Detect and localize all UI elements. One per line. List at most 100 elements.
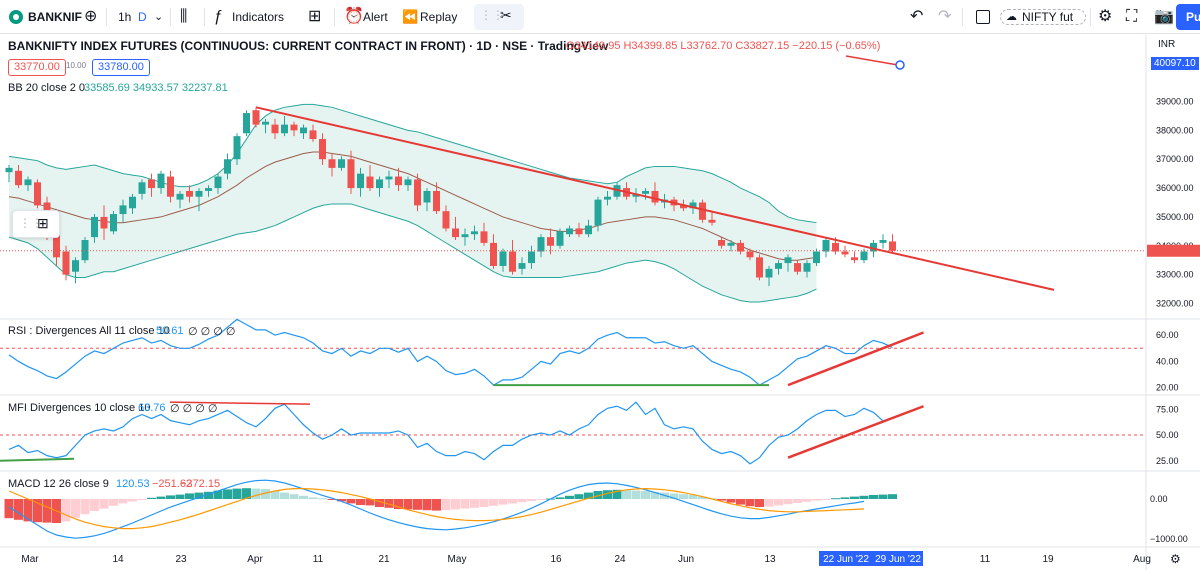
candle-body [680,205,687,209]
compare-add-icon[interactable]: ⊕ [84,8,98,25]
macd-histogram-bar [23,499,33,522]
chart-area[interactable]: 39000.00 38000.00 37000.00 36000.00 35000.00… [0,35,1200,570]
time-tick-label: 16 [550,554,562,565]
fullscreen-icon[interactable]: ⛶ [1126,8,1138,25]
candle-body [328,159,336,168]
mfi-tick-label: 50.00 [1156,430,1179,440]
interval-dropdown-icon[interactable]: ⌄ [154,11,164,23]
add-object-icon[interactable]: ⊞ [37,215,49,231]
settings-gear-icon[interactable]: ⚙ [1098,8,1113,25]
chart-canvas[interactable]: 39000.00 38000.00 37000.00 36000.00 35000.00… [0,35,1200,570]
floating-toolbar-handle[interactable]: ⋮⋮ ✂ [474,4,524,30]
drag-handle-icon[interactable]: ⋮⋮ [19,216,43,230]
candle-body [870,242,877,252]
symbol-logo-icon [9,10,23,24]
sell-price-button[interactable]: 33770.00 [8,59,66,76]
mfi-legend[interactable]: MFI Divergences 10 close 10 [8,402,151,414]
macd-histogram-bar [109,499,118,506]
candle-body [271,124,279,134]
spread-value: 10.00 [66,61,87,70]
macd-histogram-bar [850,496,859,499]
replay-button[interactable]: Replay [420,10,458,24]
interval-d-button[interactable]: D [138,10,147,24]
time-tick-label: 14 [112,554,124,565]
currency-label[interactable]: INR [1158,39,1176,50]
time-tick-label: 13 [764,554,776,565]
divider [204,8,205,26]
macd-histogram-bar [498,499,508,505]
drawing-line [845,55,899,66]
price-trendline [255,55,1055,291]
candle-body [889,241,896,251]
price-tick-label: 32000.00 [1156,298,1194,308]
macd-histogram-bar [821,499,831,500]
macd-histogram-bar [555,497,565,499]
templates-grid-icon[interactable]: ⊞ [308,8,322,25]
snapshot-camera-icon[interactable]: 📷 [1154,8,1174,25]
macd-histogram-bar [337,499,346,502]
time-tick-label: Aug [1133,554,1151,565]
candle-body [214,176,222,189]
publish-button[interactable]: Pu [1176,4,1200,30]
price-tick-label: 33000.00 [1156,270,1194,280]
candle-body [642,190,649,194]
macd-histogram-bar [679,494,688,499]
bb-legend[interactable]: BB 20 close 2 0 [8,82,86,94]
symbol-search-button[interactable]: BANKNIF [28,10,82,24]
price-tick-label: 37000.00 [1156,154,1194,164]
time-tick-label: Mar [21,554,39,565]
macd-histogram-bar [802,499,812,502]
time-tick-label: Jun [678,554,694,565]
macd-legend[interactable]: MACD 12 26 close 9 [8,478,109,490]
candle-body [499,251,507,266]
replay-scissors-icon[interactable]: ✂ [500,7,512,23]
time-tick-label: 21 [378,554,390,565]
macd-histogram-bar [441,499,451,511]
alert-button[interactable]: Alert [363,10,388,24]
candle-body [518,263,526,269]
macd-histogram-bar [375,499,384,507]
candle-body [480,231,488,243]
mfi-value: 63.76 [138,402,166,414]
redo-icon[interactable]: ↷ [938,8,952,25]
indicators-icon[interactable]: ƒ [214,8,223,25]
object-tree-toolbar[interactable]: ⋮⋮ ⊞ [12,210,60,238]
buy-price-button[interactable]: 33780.00 [92,59,150,76]
candle-style-icon[interactable]: ⫼ [180,8,188,25]
candle-body [395,176,402,186]
replay-icon[interactable]: ⏪ [402,9,419,24]
compare-symbol-box[interactable] [1000,9,1086,25]
macd-histogram-bar [213,490,223,499]
macd-histogram-bar [356,499,365,505]
compare-symbol-label[interactable]: NIFTY fut [1022,10,1074,24]
rsi-tick-label: 40.00 [1156,356,1179,366]
macd-histogram-bar [90,499,99,511]
macd-histogram-bar [432,499,441,511]
divider [334,8,335,26]
interval-1h-button[interactable]: 1h [118,10,132,24]
mfi-line [8,401,884,465]
macd-histogram-bar [812,499,821,501]
drag-handle-icon[interactable]: ⋮⋮ [480,8,504,22]
macd-histogram-bar [584,492,593,499]
divider [962,8,963,26]
candle-body [860,251,868,261]
macd-histogram-bar [479,499,489,507]
macd-histogram-bar [99,499,109,509]
alert-clock-icon[interactable]: ⏰ [344,8,364,25]
undo-icon[interactable]: ↶ [910,8,924,25]
macd-histogram-bar [527,499,536,501]
macd-histogram-bar [565,495,574,499]
candle-body [15,170,22,186]
macd-histogram-bar [536,499,546,500]
indicators-button[interactable]: Indicators [232,10,285,24]
macd-histogram-bar [574,494,584,499]
rsi-legend[interactable]: RSI : Divergences All 11 close 10 [8,325,170,337]
candle-body [72,260,79,272]
macd-histogram-bar [631,490,641,499]
macd-histogram-bar [413,499,422,510]
candle-body [195,190,203,197]
layout-select-icon[interactable] [976,10,990,24]
candle-body [281,124,288,134]
macd-histogram-bar [489,499,498,506]
